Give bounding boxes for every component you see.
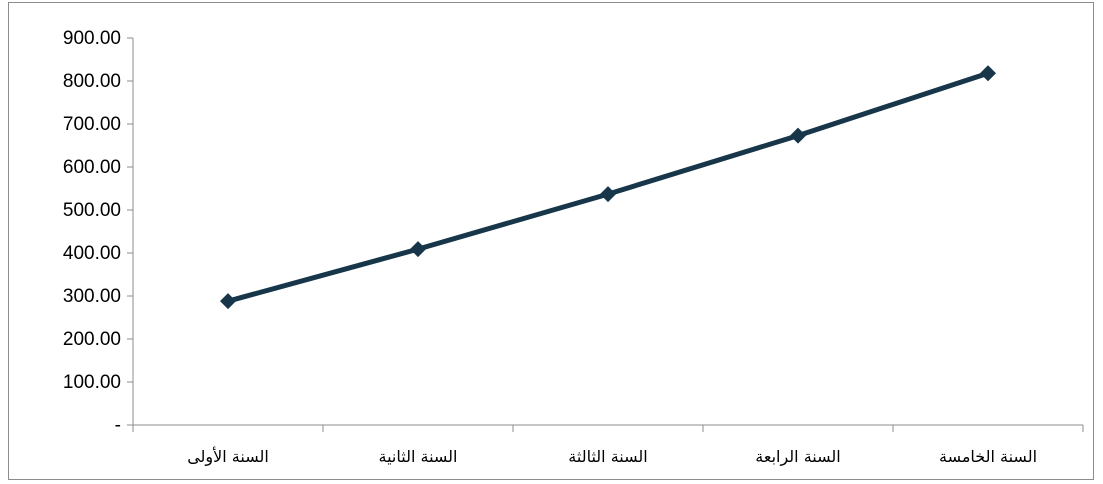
data-point-marker xyxy=(600,186,616,203)
y-tick-label: 600.00 xyxy=(63,157,121,178)
x-axis: السنة الأولى السنة الثانية السنة الثالثة ال… xyxy=(132,424,1084,467)
x-tick-label: السنة الثالثة xyxy=(568,447,647,466)
y-tick-label: 100.00 xyxy=(63,372,121,393)
y-tick-label: 200.00 xyxy=(63,329,121,350)
x-tick-label: السنة الخامسة xyxy=(939,447,1037,466)
data-point-marker xyxy=(790,127,806,144)
x-tick-label: السنة الثانية xyxy=(379,447,458,466)
data-point-marker xyxy=(980,65,996,82)
y-tick-label: - xyxy=(115,415,121,436)
y-tick-label: 800.00 xyxy=(63,71,121,92)
y-tick-label: 700.00 xyxy=(63,114,121,135)
series xyxy=(220,65,996,310)
y-tick-label: 400.00 xyxy=(63,243,121,264)
y-tick-label: 500.00 xyxy=(63,200,121,221)
data-point-marker xyxy=(410,241,426,258)
x-tick-label: السنة الأولى xyxy=(187,446,269,467)
data-point-marker xyxy=(220,293,236,310)
chart-frame xyxy=(8,2,1094,480)
x-tick-label: السنة الرابعة xyxy=(755,447,840,467)
y-tick-label: 900.00 xyxy=(63,28,121,49)
y-tick-label: 300.00 xyxy=(63,286,121,307)
y-axis: - 100.00 200.00 300.00 400.00 500.00 600.00 700… xyxy=(63,28,134,436)
